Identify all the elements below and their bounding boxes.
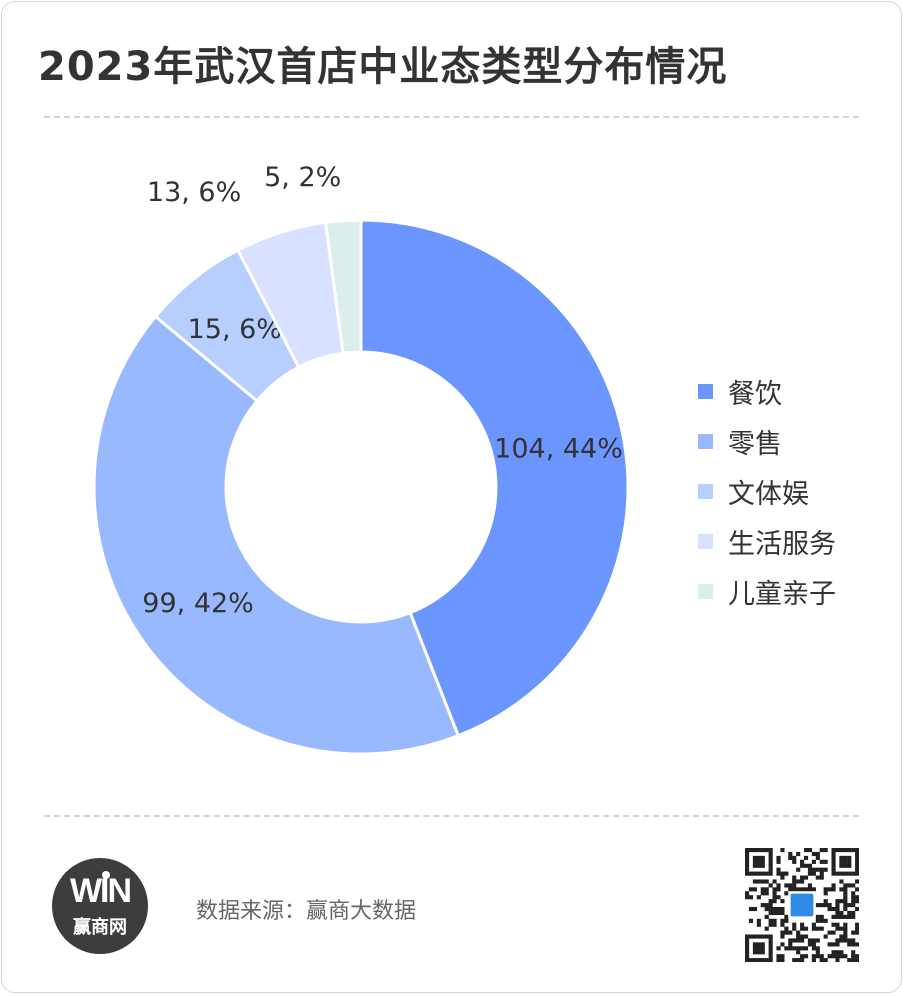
top-divider — [44, 116, 859, 118]
chart-legend: 餐饮零售文体娱生活服务儿童亲子 — [698, 366, 836, 616]
data-source: 数据来源：赢商大数据 — [196, 899, 417, 924]
legend-label: 餐饮 — [728, 378, 782, 410]
legend-item-1: 零售 — [698, 416, 836, 466]
legend-swatch — [698, 533, 713, 549]
donut-slice-0 — [359, 218, 630, 738]
legend-swatch — [698, 383, 713, 399]
legend-item-0: 餐饮 — [698, 366, 836, 416]
legend-label: 生活服务 — [728, 528, 836, 560]
legend-label: 文体娱 — [728, 478, 809, 510]
bottom-divider — [44, 815, 859, 817]
winshang-logo: WIN 赢商网 — [52, 858, 148, 954]
qr-code-icon — [745, 848, 859, 962]
slice-label-4: 5, 2% — [264, 162, 341, 193]
slice-label-2: 15, 6% — [188, 314, 282, 345]
slice-label-3: 13, 6% — [147, 177, 241, 208]
donut-slice-4 — [323, 218, 363, 355]
legend-label: 儿童亲子 — [728, 578, 836, 610]
legend-item-3: 生活服务 — [698, 516, 836, 566]
legend-label: 零售 — [728, 428, 782, 460]
slice-label-1: 99, 42% — [142, 588, 254, 619]
chart-title: 2023年武汉首店中业态类型分布情况 — [38, 44, 728, 90]
legend-swatch — [698, 433, 713, 449]
legend-item-4: 儿童亲子 — [698, 566, 836, 616]
donut-slice-1 — [92, 314, 461, 756]
slice-label-0: 104, 44% — [494, 433, 623, 464]
logo-dot — [102, 871, 110, 879]
logo-mark: WIN — [69, 872, 132, 910]
logo-text: 赢商网 — [73, 917, 127, 938]
legend-swatch — [698, 483, 713, 499]
legend-item-2: 文体娱 — [698, 466, 836, 516]
legend-swatch — [698, 583, 713, 599]
